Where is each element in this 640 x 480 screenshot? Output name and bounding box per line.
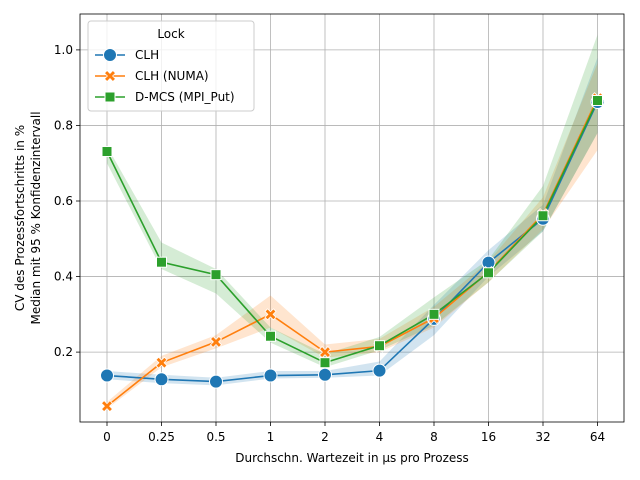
x-tick-label: 64	[590, 430, 605, 444]
legend-label: D-MCS (MPI_Put)	[135, 90, 235, 104]
legend: Lock CLH CLH (NUMA) D-MCS (MPI_Put)	[87, 20, 255, 112]
data-point-series-2	[483, 267, 494, 279]
x-axis-ticks: 0 0.25 0.5 1 2 4 8 16 32 64	[103, 422, 605, 444]
data-point-series-0	[481, 255, 496, 270]
data-point-series-0	[209, 374, 223, 389]
legend-title: Lock	[157, 27, 184, 41]
data-point-series-1	[100, 400, 114, 413]
legend-label: CLH	[135, 48, 159, 62]
data-point-series-0	[154, 372, 169, 387]
legend-label: CLH (NUMA)	[135, 69, 209, 83]
data-point-series-2	[428, 308, 440, 320]
legend-marker	[104, 91, 116, 103]
y-tick-label: 0.4	[54, 270, 73, 284]
data-point-series-1	[155, 356, 168, 369]
series-markers	[100, 92, 605, 413]
x-tick-label: 2	[321, 430, 329, 444]
data-point-series-2	[537, 210, 549, 222]
data-point-series-2	[265, 330, 276, 342]
data-point-series-2	[374, 340, 385, 352]
series-lines	[106, 97, 599, 407]
x-tick-label: 8	[430, 430, 438, 444]
data-point-series-0	[318, 367, 332, 382]
data-point-series-2	[319, 357, 331, 369]
x-axis-label: Durchschn. Wartezeit in µs pro Prozess	[235, 451, 469, 465]
data-point-series-2	[210, 269, 222, 281]
y-axis-label-line1: CV des Prozessfortschritts in %	[13, 125, 27, 311]
data-point-series-1	[264, 308, 277, 321]
data-point-series-1	[318, 346, 332, 359]
legend-box	[87, 20, 255, 112]
legend-items: CLH CLH (NUMA) D-MCS (MPI_Put)	[95, 48, 235, 104]
y-tick-label: 0.6	[54, 194, 73, 208]
data-point-series-0	[263, 368, 278, 383]
data-point-series-2	[156, 256, 167, 268]
y-tick-label: 1.0	[54, 43, 73, 57]
data-point-series-1	[209, 335, 223, 348]
x-tick-label: 32	[535, 430, 550, 444]
y-tick-label: 0.2	[54, 345, 73, 359]
legend-marker	[103, 69, 117, 83]
x-tick-label: 0	[103, 430, 111, 444]
data-point-series-2	[101, 146, 113, 158]
series-line-2	[106, 100, 599, 364]
x-tick-label: 0.25	[148, 430, 175, 444]
data-point-series-0	[100, 368, 114, 383]
data-point-series-2	[592, 95, 603, 107]
x-tick-label: 4	[376, 430, 384, 444]
y-axis-label-line2: Median mit 95 % Konfidenzintervall	[29, 111, 43, 324]
y-axis-ticks: 0.2 0.4 0.6 0.8 1.0	[54, 43, 80, 359]
x-tick-label: 0.5	[206, 430, 225, 444]
y-tick-label: 0.8	[54, 118, 73, 132]
plot-frame	[79, 13, 625, 423]
x-tick-label: 16	[481, 430, 496, 444]
series-line-0	[106, 101, 599, 383]
legend-marker	[103, 48, 117, 62]
data-point-series-0	[372, 363, 387, 378]
x-tick-label: 1	[267, 430, 275, 444]
